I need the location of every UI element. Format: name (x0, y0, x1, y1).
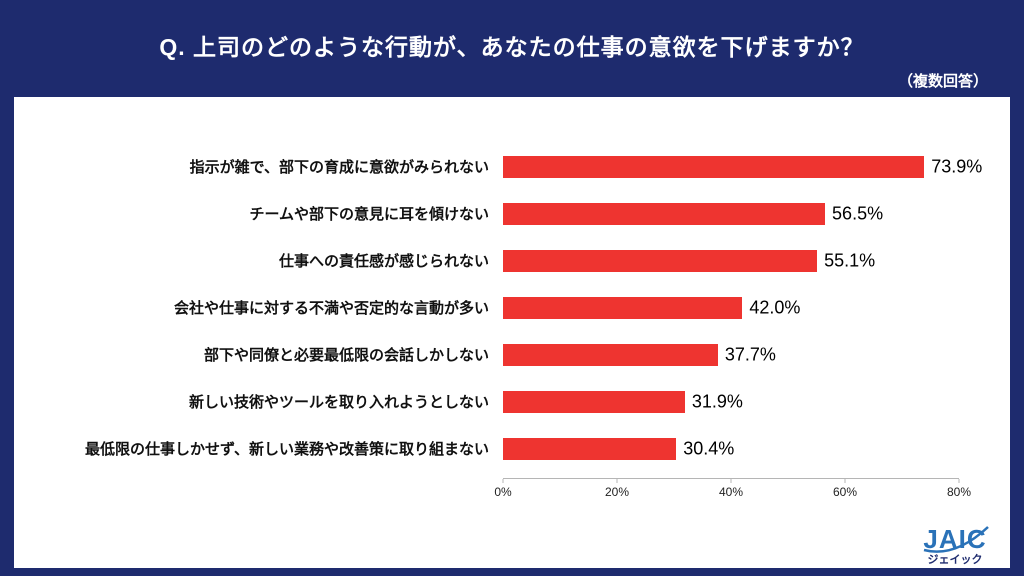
bar-row: 最低限の仕事しかせず、新しい業務や改善策に取り組まない 30.4% (14, 425, 1010, 472)
bar-track: 73.9% (503, 155, 982, 178)
bar-row: 部下や同僚と必要最低限の会話しかしない 37.7% (14, 331, 1010, 378)
category-label: 新しい技術やツールを取り入れようとしない (188, 394, 489, 411)
bar-track: 55.1% (503, 249, 959, 272)
jaic-logo-text: JAIC (923, 524, 987, 554)
bar-row: 仕事への責任感が感じられない 55.1% (14, 237, 1010, 284)
bar (503, 437, 677, 460)
x-axis-tick-label: 0% (494, 485, 512, 499)
value-label: 73.9% (931, 156, 983, 176)
chart-title: Q. 上司のどのような行動が、あなたの仕事の意欲を下げますか？ (159, 34, 865, 60)
bar-track: 37.7% (503, 343, 959, 366)
value-label: 30.4% (683, 438, 735, 458)
multiple-answers-note: （複数回答） (897, 73, 988, 90)
category-label: 指示が雑で、部下の育成に意欲がみられない (189, 159, 489, 176)
category-label: 部下や同僚と必要最低限の会話しかしない (203, 347, 489, 364)
value-label: 42.0% (749, 297, 801, 317)
bar-row: 指示が雑で、部下の育成に意欲がみられない 73.9% (14, 143, 1010, 190)
x-axis-tick-label: 20% (604, 485, 630, 499)
bar-track: 56.5% (503, 202, 959, 225)
x-axis-tickmark (844, 479, 846, 483)
bar-row: 会社や仕事に対する不満や否定的な言動が多い 42.0% (14, 284, 1010, 331)
category-label: 会社や仕事に対する不満や否定的な言動が多い (173, 300, 489, 317)
x-axis-tickmark (616, 479, 618, 483)
bar-rows: 指示が雑で、部下の育成に意欲がみられない 73.9% チームや部下の意見に耳を傾けな… (14, 143, 1010, 472)
bar-track: 42.0% (503, 296, 959, 319)
x-axis-tick-label: 80% (946, 485, 972, 499)
chart-panel: 指示が雑で、部下の育成に意欲がみられない 73.9% チームや部下の意見に耳を傾けな… (14, 97, 1010, 568)
jaic-logo: JAIC ジェイック (912, 524, 998, 566)
bar-row: 新しい技術やツールを取り入れようとしない 31.9% (14, 378, 1010, 425)
category-label: 仕事への責任感が感じられない (278, 253, 489, 270)
x-axis-tickmark (958, 479, 960, 483)
bar (503, 249, 818, 272)
x-axis: 0% 20% 40% 60% 80% (494, 478, 971, 499)
bar (503, 390, 685, 413)
category-label: 最低限の仕事しかせず、新しい業務や改善策に取り組まない (85, 441, 489, 458)
value-label: 31.9% (691, 391, 743, 411)
bar (503, 202, 826, 225)
bar-row: チームや部下の意見に耳を傾けない 56.5% (14, 190, 1010, 237)
x-axis-tickmark (502, 479, 504, 483)
bar (503, 155, 925, 178)
jaic-logo-subtext: ジェイック (927, 554, 983, 566)
x-axis-tick-label: 60% (832, 485, 858, 499)
x-axis-tickmark (730, 479, 732, 483)
bar (503, 296, 743, 319)
bar-track: 30.4% (503, 437, 959, 460)
bar-track: 31.9% (503, 390, 959, 413)
category-label: チームや部下の意見に耳を傾けない (249, 206, 489, 223)
value-label: 56.5% (832, 203, 884, 223)
value-label: 37.7% (724, 344, 776, 364)
value-label: 55.1% (824, 250, 876, 270)
x-axis-tick-label: 40% (718, 485, 744, 499)
bar (503, 343, 718, 366)
